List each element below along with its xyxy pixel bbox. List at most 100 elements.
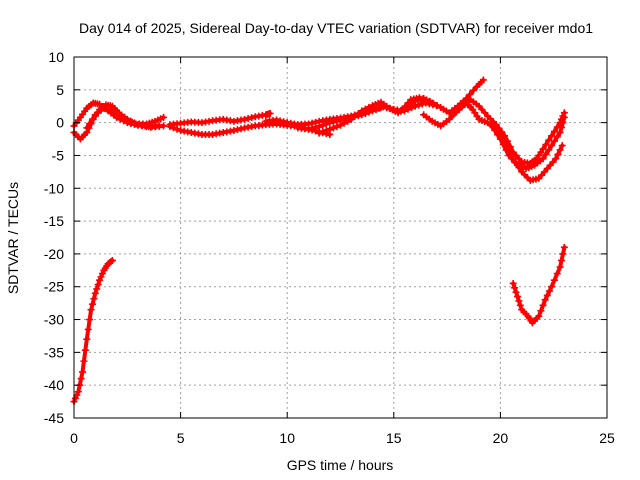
data-point xyxy=(280,118,288,126)
data-point xyxy=(537,307,545,315)
data-point xyxy=(114,111,122,119)
data-point xyxy=(340,119,348,127)
data-point xyxy=(545,146,553,154)
data-point xyxy=(558,142,566,150)
data-point xyxy=(501,132,509,140)
data-point xyxy=(550,127,558,135)
data-point xyxy=(539,145,547,153)
data-point xyxy=(90,295,98,303)
data-point xyxy=(276,117,284,125)
x-tick-label: 25 xyxy=(599,430,615,446)
data-point xyxy=(91,289,99,297)
data-point xyxy=(560,113,568,121)
data-point xyxy=(365,103,373,111)
data-point xyxy=(266,109,274,117)
data-point xyxy=(111,108,119,116)
data-point xyxy=(74,388,82,396)
data-point xyxy=(305,125,313,133)
y-tick-label: -35 xyxy=(44,344,64,360)
data-point xyxy=(419,95,427,103)
data-point xyxy=(322,120,330,128)
data-point xyxy=(79,368,87,376)
y-tick-label: -45 xyxy=(44,410,64,426)
data-point xyxy=(312,123,320,131)
data-point xyxy=(552,155,560,163)
y-tick-label: 5 xyxy=(56,82,64,98)
data-point xyxy=(488,122,496,130)
data-point xyxy=(97,273,105,281)
data-point xyxy=(233,126,241,134)
data-point xyxy=(515,297,523,305)
data-point xyxy=(351,113,359,121)
data-point xyxy=(491,126,499,134)
series-arc-early-mid xyxy=(83,104,168,132)
data-point xyxy=(541,296,549,304)
data-point xyxy=(553,270,561,278)
data-point xyxy=(308,124,316,132)
series-line xyxy=(421,100,565,183)
data-point xyxy=(545,287,553,295)
data-point xyxy=(84,325,92,333)
series-arc-afternoon-c xyxy=(449,96,568,167)
data-point xyxy=(559,250,567,258)
data-point xyxy=(422,96,430,104)
axes xyxy=(73,56,608,419)
data-point xyxy=(548,283,556,291)
series-arc-midday-b xyxy=(294,99,440,133)
y-tick-label: -40 xyxy=(44,377,64,393)
data-point xyxy=(543,291,551,299)
data-point xyxy=(492,121,500,129)
data-point xyxy=(93,285,101,293)
data-point xyxy=(548,142,556,150)
y-tick-label: 10 xyxy=(48,49,64,65)
data-point xyxy=(511,284,519,292)
data-point xyxy=(361,105,369,113)
data-point xyxy=(73,391,81,399)
data-point xyxy=(516,301,524,309)
data-point xyxy=(319,121,327,129)
data-point xyxy=(326,125,334,133)
data-point xyxy=(502,146,510,154)
data-point xyxy=(553,133,561,141)
data-point xyxy=(550,137,558,145)
data-point xyxy=(248,114,256,122)
data-point xyxy=(230,127,238,135)
series-arc-evening xyxy=(488,113,568,173)
data-point xyxy=(273,116,281,124)
data-series xyxy=(70,76,568,406)
data-point xyxy=(513,293,521,301)
x-tick-label: 5 xyxy=(177,430,185,446)
series-arc-late-drop xyxy=(509,243,568,327)
data-point xyxy=(354,110,362,118)
data-point xyxy=(469,86,477,94)
x-tick-label: 0 xyxy=(70,430,78,446)
data-point xyxy=(376,104,384,112)
data-point xyxy=(160,113,168,121)
data-point xyxy=(558,256,566,264)
data-point xyxy=(118,113,126,121)
data-point xyxy=(315,129,323,137)
data-point xyxy=(125,117,133,125)
data-point xyxy=(504,137,512,145)
data-point xyxy=(556,128,564,136)
series-arc-afternoon-b xyxy=(420,99,566,184)
data-point xyxy=(347,115,355,123)
grid-lines xyxy=(74,57,607,418)
data-point xyxy=(554,150,562,158)
data-point xyxy=(433,102,441,110)
data-point xyxy=(556,146,564,154)
data-point xyxy=(337,121,344,129)
data-point xyxy=(86,316,94,324)
data-point xyxy=(160,122,168,130)
data-point xyxy=(539,155,547,163)
data-point xyxy=(108,256,116,264)
data-point xyxy=(98,270,106,278)
x-tick-label: 10 xyxy=(279,430,295,446)
data-point xyxy=(430,100,438,108)
data-point xyxy=(329,118,337,126)
data-point xyxy=(83,124,91,132)
x-tick-label: 15 xyxy=(386,430,402,446)
x-axis-title: GPS time / hours xyxy=(287,457,394,473)
data-point xyxy=(542,150,550,158)
y-tick-label: -25 xyxy=(44,279,64,295)
